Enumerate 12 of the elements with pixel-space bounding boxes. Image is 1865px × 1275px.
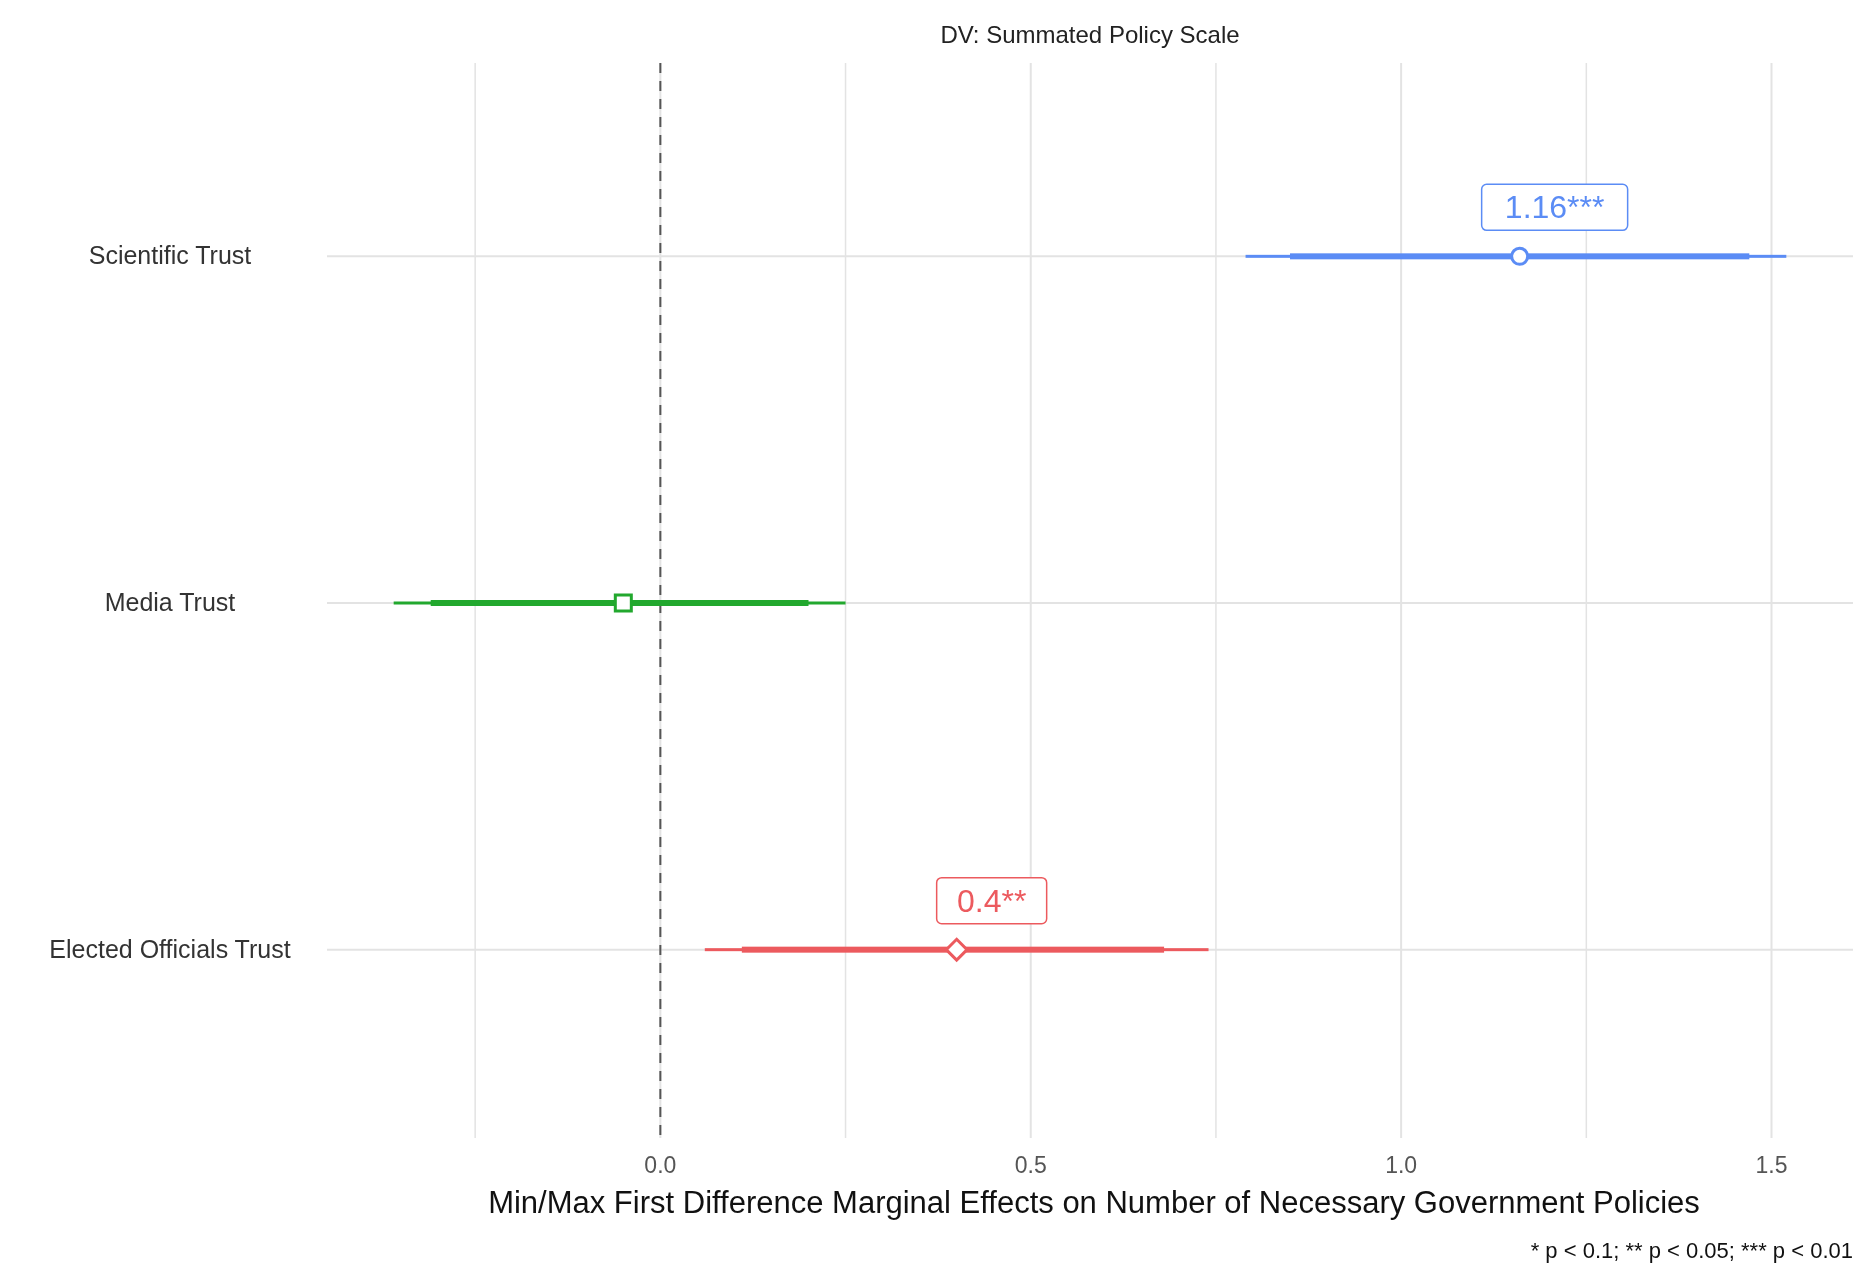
x-tick-label: 1.5: [1755, 1152, 1788, 1178]
y-tick-label: Scientific Trust: [88, 241, 252, 270]
x-tick-label: 1.0: [1385, 1152, 1418, 1178]
x-axis-title: Min/Max First Difference Marginal Effects on Number of Necessary Government Policies: [488, 1185, 1700, 1220]
annotation: 1.16***: [1504, 189, 1605, 226]
y-tick-label: Elected Officials Trust: [49, 934, 291, 963]
chart-title: DV: Summated Policy Scale: [940, 21, 1240, 48]
text: * p < 0.1; ** p < 0.05; *** p < 0.01: [1530, 1238, 1853, 1263]
x-tick-label: 0.5: [1014, 1152, 1047, 1178]
y-tick-label: Media Trust: [104, 588, 236, 616]
annotation: 0.4**: [956, 882, 1027, 919]
x-tick-label: 0.0: [644, 1152, 677, 1178]
